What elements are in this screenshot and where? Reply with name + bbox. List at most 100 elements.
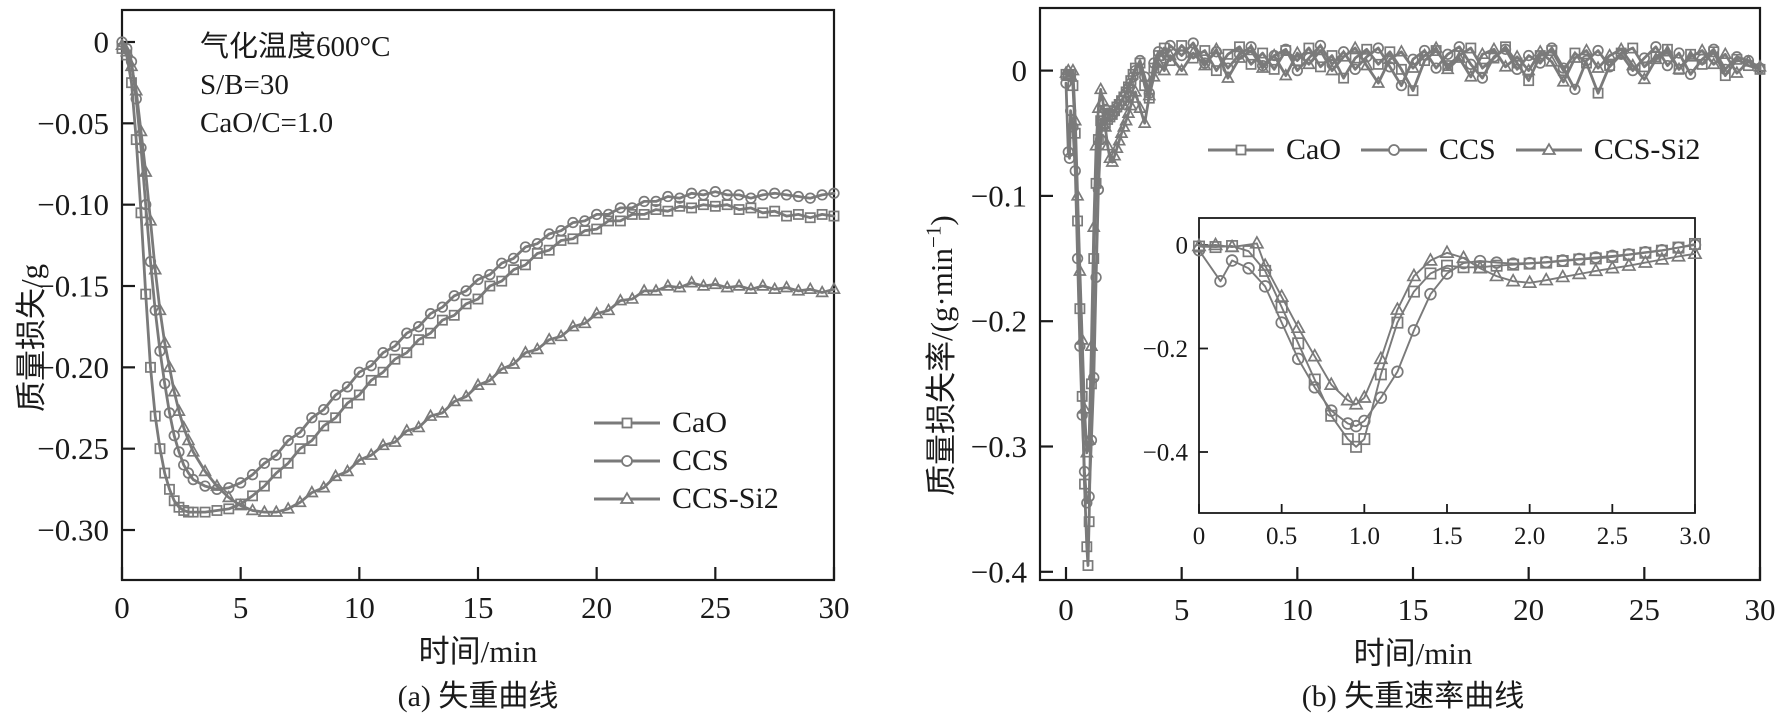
series-line [120, 43, 836, 514]
square-marker-icon [1358, 433, 1371, 446]
triangle-marker-icon [1255, 60, 1270, 73]
legend-item-cao: CaO [1206, 131, 1341, 169]
square-marker-icon [543, 244, 555, 256]
circle-marker-icon [235, 477, 247, 489]
triangle-marker-icon [352, 452, 367, 465]
triangle-marker-icon [162, 359, 177, 373]
triangle-marker-icon [1336, 49, 1351, 62]
square-marker-icon [306, 435, 318, 446]
square-marker-icon [1395, 63, 1407, 75]
circle-marker-icon [1078, 465, 1091, 478]
circle-marker-icon [531, 238, 543, 250]
triangle-marker-icon [684, 275, 699, 288]
panel-b-y-axis-title-sup: −1 [921, 225, 946, 249]
legend-item-cao: CaO [592, 404, 779, 442]
triangle-marker-icon [1498, 59, 1513, 72]
triangle-marker-icon [1068, 113, 1083, 126]
square-marker-icon [638, 208, 650, 220]
square-marker-icon [792, 208, 804, 220]
triangle-marker-icon [1348, 396, 1364, 410]
chart-b_inset: 0 0.5 1.0 1.5 2.0 2.5 3.0 0 −0.2 −0.4 [1143, 217, 1711, 550]
circle-marker-icon [365, 360, 377, 372]
x-tick-label: 30 [818, 590, 849, 625]
square-marker-icon [484, 280, 496, 292]
circle-marker-icon [1275, 316, 1288, 329]
triangle-marker-icon [435, 405, 450, 418]
line-square-marker-icon [594, 417, 660, 429]
triangle-marker-icon [281, 501, 295, 514]
triangle-marker-icon [1325, 63, 1339, 76]
circle-marker-icon [1499, 43, 1512, 55]
y-tick-label: −0.25 [37, 431, 109, 466]
circle-marker-icon [1442, 48, 1454, 60]
triangle-marker-icon [153, 302, 167, 316]
triangle-marker-icon [1077, 401, 1092, 414]
x-tick-label: 1.5 [1431, 523, 1462, 550]
triangle-marker-icon [1356, 389, 1372, 403]
circle-marker-icon [519, 241, 532, 253]
chart-b: 0 5 10 15 20 25 30 0 −0.1 −0.2 −0.3 −0.4 [971, 6, 1775, 627]
triangle-marker-icon [1439, 244, 1455, 258]
triangle-marker-icon [1323, 376, 1339, 390]
triangle-marker-icon [554, 328, 568, 342]
y-tick-label: −0.2 [1143, 336, 1188, 363]
triangle-marker-icon [1151, 55, 1166, 68]
line-triangle-marker-icon [594, 491, 660, 504]
circle-marker-icon [602, 208, 615, 221]
circle-marker-icon [579, 215, 591, 227]
panel-b-caption: (b) 失重速率曲线 [1301, 680, 1525, 713]
triangle-marker-icon [708, 276, 723, 290]
square-marker-icon [1268, 63, 1280, 75]
circle-marker-icon [1684, 68, 1697, 81]
circle-marker-icon [496, 257, 508, 269]
square-marker-icon [270, 467, 282, 479]
triangle-marker-icon [613, 293, 628, 306]
x-tick-label: 5 [1174, 592, 1190, 627]
triangle-marker-icon [506, 356, 521, 369]
triangle-marker-icon [1730, 65, 1744, 78]
circle-marker-icon [168, 430, 180, 442]
circle-marker-icon [1688, 238, 1702, 252]
square-marker-icon [126, 77, 137, 89]
triangle-marker-icon [257, 504, 272, 517]
circle-marker-icon [1291, 352, 1305, 366]
square-marker-icon [448, 309, 460, 321]
triangle-marker-icon [1107, 148, 1122, 161]
triangle-marker-icon [601, 302, 616, 316]
triangle-marker-icon [1670, 248, 1686, 262]
square-marker-icon [650, 204, 662, 216]
triangle-marker-icon [1157, 63, 1172, 76]
circle-marker-icon [1573, 252, 1586, 266]
square-marker-icon [662, 205, 674, 217]
triangle-marker-icon [1105, 154, 1120, 167]
square-marker-icon [140, 288, 152, 300]
triangle-marker-icon [1197, 58, 1212, 71]
triangle-marker-icon [423, 408, 438, 421]
square-marker-icon [1199, 45, 1211, 57]
triangle-marker-icon [1579, 43, 1594, 56]
circle-marker-icon [1214, 274, 1227, 288]
circle-marker-icon [1291, 64, 1303, 77]
square-marker-icon [1245, 58, 1257, 70]
square-marker-icon [1407, 285, 1420, 298]
triangle-marker-icon [328, 468, 343, 482]
circle-marker-icon [1511, 63, 1523, 75]
triangle-marker-icon [138, 164, 153, 177]
triangle-marker-icon [1126, 90, 1140, 103]
triangle-marker-icon [1429, 40, 1443, 53]
triangle-marker-icon [1422, 252, 1438, 266]
square-marker-icon [828, 210, 840, 222]
circle-marker-icon [638, 195, 650, 208]
triangle-marker-icon [1440, 61, 1455, 75]
panel-b-legend: CaO CCS CCS-Si2 [1206, 131, 1700, 169]
panel-a-annotation: 气化温度600°C S/B=30 CaO/C=1.0 [200, 28, 390, 142]
square-marker-icon [1465, 42, 1477, 54]
circle-marker-icon [341, 381, 354, 393]
x-tick-label: 0 [1193, 523, 1206, 550]
y-tick-label: −0.05 [37, 106, 109, 141]
triangle-marker-icon [1128, 84, 1143, 97]
circle-marker-icon [828, 187, 840, 199]
square-marker-icon [472, 293, 484, 305]
triangle-marker-icon [340, 463, 355, 477]
